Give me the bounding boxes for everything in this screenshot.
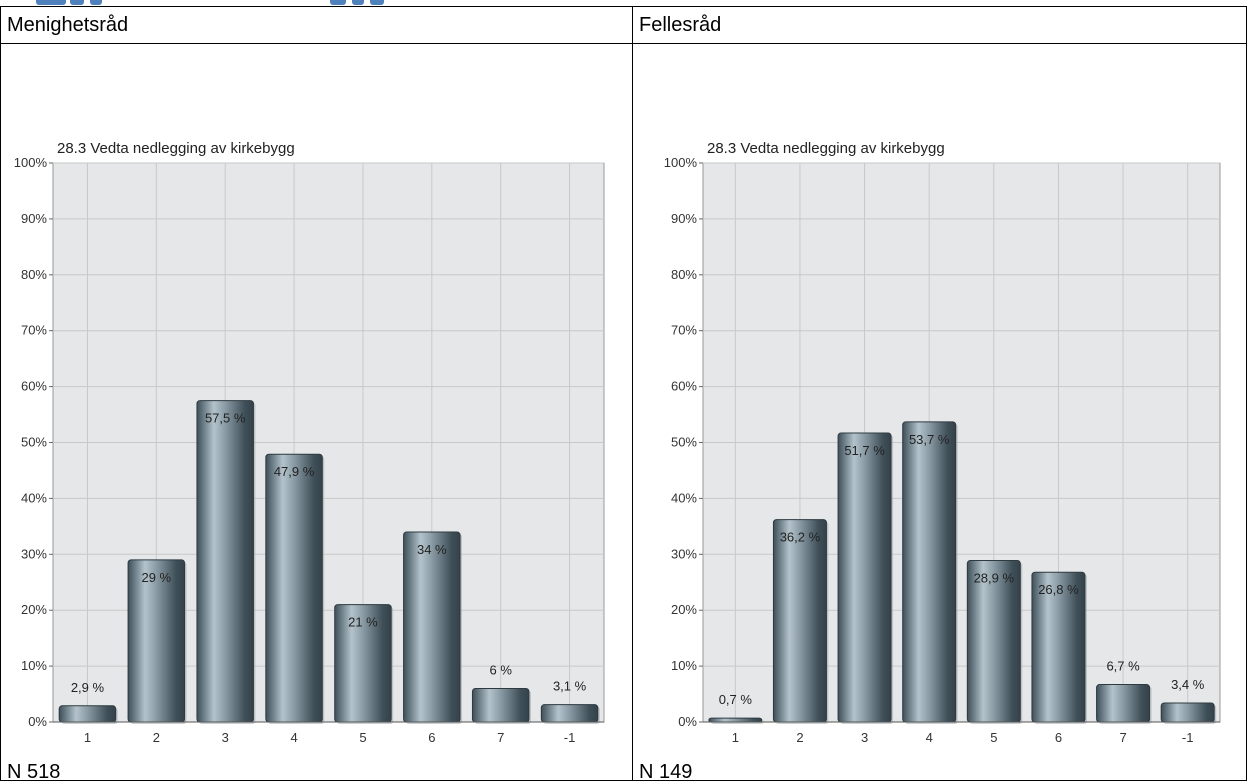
cell-fellesrad: 0% 10% 20% 30% 40% 50% 60% 70% 80% 90% 100% 0,7 % 1 3… xyxy=(632,43,1247,783)
x-tick-label: -1 xyxy=(564,730,576,745)
data-label: 26,8 % xyxy=(1038,582,1079,597)
data-label: 47,9 % xyxy=(274,464,315,479)
bar xyxy=(403,531,461,723)
cell-menighetsrad: 0% 10% 20% 30% 40% 50% 60% 70% 80% 90% 100% 2,9 % 1 2… xyxy=(0,43,633,783)
x-tick-label: 3 xyxy=(861,730,868,745)
data-label: 29 % xyxy=(141,570,171,585)
x-tick-label: -1 xyxy=(1182,730,1194,745)
header-fellesrad: Fellesråd xyxy=(632,6,1247,44)
bar xyxy=(196,400,254,723)
bar xyxy=(540,704,599,723)
y-tick-label: 50% xyxy=(671,435,697,450)
data-label: 57,5 % xyxy=(205,411,246,426)
bar xyxy=(708,717,763,723)
data-label: 0,7 % xyxy=(719,692,753,707)
data-label: 34 % xyxy=(417,542,447,557)
bar xyxy=(58,705,117,723)
heading-fragment xyxy=(0,0,440,6)
data-label: 36,2 % xyxy=(780,530,821,545)
y-tick-label: 10% xyxy=(21,658,47,673)
y-tick-label: 70% xyxy=(671,323,697,338)
data-label: 51,7 % xyxy=(844,443,885,458)
y-tick-label: 50% xyxy=(21,435,47,450)
data-label: 2,9 % xyxy=(71,680,105,695)
comparison-table: Menighetsråd Fellesråd 0% 10% 20% 30% 40% 50%… xyxy=(0,6,1247,783)
data-label: 53,7 % xyxy=(909,432,950,447)
header-menighetsrad: Menighetsråd xyxy=(0,6,633,44)
x-tick-label: 7 xyxy=(1119,730,1126,745)
chart-title: 28.3 Vedta nedlegging av kirkebygg xyxy=(707,140,945,157)
y-tick-label: 0% xyxy=(678,714,697,729)
x-tick-label: 7 xyxy=(497,730,504,745)
y-tick-label: 10% xyxy=(671,658,697,673)
x-tick-label: 5 xyxy=(359,730,366,745)
x-tick-label: 5 xyxy=(990,730,997,745)
bar xyxy=(902,421,957,723)
n-count-menighetsrad: N 518 xyxy=(7,761,61,783)
chart-title: 28.3 Vedta nedlegging av kirkebygg xyxy=(57,140,295,157)
y-tick-label: 70% xyxy=(21,323,47,338)
x-tick-label: 1 xyxy=(732,730,739,745)
bar xyxy=(837,432,892,723)
chart-menighetsrad: 0% 10% 20% 30% 40% 50% 60% 70% 80% 90% 100% 2,9 % 1 2… xyxy=(14,140,605,745)
x-tick-label: 6 xyxy=(1055,730,1062,745)
x-tick-label: 1 xyxy=(84,730,91,745)
data-label: 6 % xyxy=(489,662,512,677)
chart-fellesrad: 0% 10% 20% 30% 40% 50% 60% 70% 80% 90% 100% 0,7 % 1 3… xyxy=(664,140,1221,745)
y-tick-label: 40% xyxy=(671,490,697,505)
y-tick-label: 60% xyxy=(671,379,697,394)
y-tick-label: 40% xyxy=(21,490,47,505)
y-tick-label: 80% xyxy=(21,267,47,282)
y-tick-label: 30% xyxy=(21,546,47,561)
x-tick-label: 2 xyxy=(796,730,803,745)
x-tick-label: 2 xyxy=(153,730,160,745)
y-tick-label: 80% xyxy=(671,267,697,282)
data-label: 3,1 % xyxy=(553,679,587,694)
bar xyxy=(1160,702,1215,723)
x-tick-label: 4 xyxy=(290,730,297,745)
bar xyxy=(772,519,827,723)
data-label: 21 % xyxy=(348,615,378,630)
y-tick-label: 30% xyxy=(671,546,697,561)
data-label: 6,7 % xyxy=(1106,659,1140,674)
y-tick-label: 20% xyxy=(21,602,47,617)
bar xyxy=(1096,684,1151,723)
x-tick-label: 4 xyxy=(926,730,933,745)
bar xyxy=(265,453,323,723)
x-tick-label: 3 xyxy=(222,730,229,745)
n-count-fellesrad: N 149 xyxy=(639,761,693,783)
y-tick-label: 60% xyxy=(21,379,47,394)
y-tick-label: 90% xyxy=(671,211,697,226)
y-tick-label: 0% xyxy=(28,714,47,729)
x-tick-label: 6 xyxy=(428,730,435,745)
y-tick-label: 100% xyxy=(664,155,698,170)
y-tick-label: 20% xyxy=(671,602,697,617)
data-label: 3,4 % xyxy=(1171,677,1205,692)
data-label: 28,9 % xyxy=(974,570,1015,585)
bar xyxy=(471,687,530,723)
y-tick-label: 100% xyxy=(14,155,48,170)
y-tick-label: 90% xyxy=(21,211,47,226)
